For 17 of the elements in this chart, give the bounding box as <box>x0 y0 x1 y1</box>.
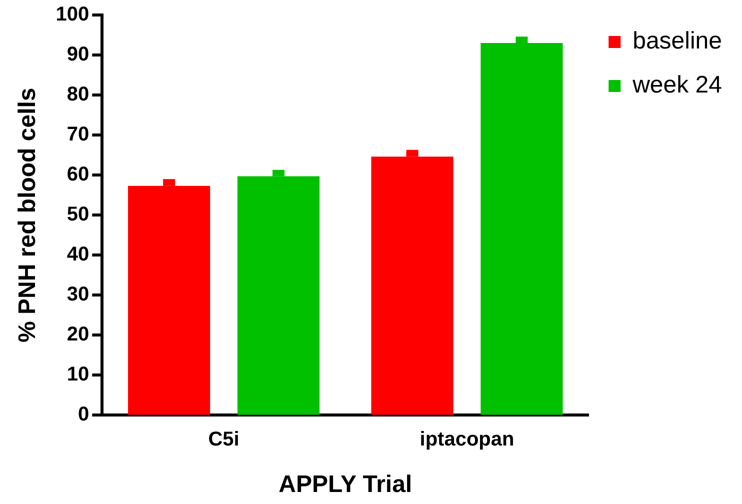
y-tick-label: 60 <box>66 164 90 186</box>
legend-label: week 24 <box>632 72 722 99</box>
y-tick-label: 100 <box>56 4 90 26</box>
x-axis-title: APPLY Trial <box>278 471 412 498</box>
y-tick-label: 10 <box>66 364 90 386</box>
y-tick-label: 40 <box>66 244 90 266</box>
y-axis-title: % PNH red blood cells <box>14 88 42 342</box>
y-tick-label: 80 <box>66 84 90 106</box>
y-tick-label: 20 <box>66 324 90 346</box>
y-tick-label: 90 <box>66 44 90 66</box>
x-tick-label: iptacopan <box>420 428 514 451</box>
y-tick-label: 0 <box>78 404 90 426</box>
y-tick-label: 30 <box>66 284 90 306</box>
y-tick-label: 50 <box>66 204 90 226</box>
legend-label: baseline <box>632 28 722 55</box>
y-tick-label: 70 <box>66 124 90 146</box>
x-tick-label: C5i <box>208 428 240 451</box>
